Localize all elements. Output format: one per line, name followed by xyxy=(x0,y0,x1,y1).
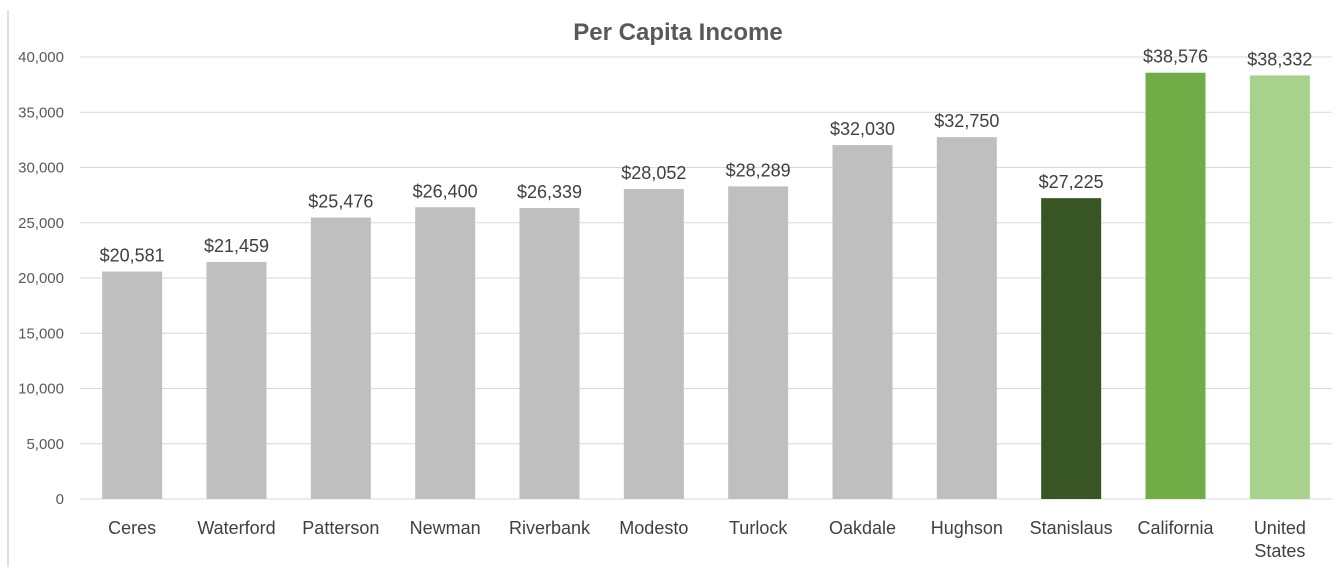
y-tick-label: 35,000 xyxy=(18,104,64,121)
bar xyxy=(728,186,789,499)
bar xyxy=(623,189,684,500)
data-label: $26,400 xyxy=(413,181,478,201)
bar xyxy=(936,137,997,500)
x-tick-label: United xyxy=(1254,518,1306,538)
y-tick-label: 30,000 xyxy=(18,160,64,177)
y-tick-label: 5,000 xyxy=(26,436,64,453)
data-label: $21,459 xyxy=(204,236,269,256)
data-label: $26,339 xyxy=(517,182,582,202)
chart-title: Per Capita Income xyxy=(573,19,782,46)
y-tick-label: 40,000 xyxy=(18,49,64,66)
bar xyxy=(415,207,476,499)
bar xyxy=(206,261,267,499)
x-tick-label: Ceres xyxy=(108,518,156,538)
x-axis-tick-labels: Ceres Waterford Patterson Newman Riverbank Mo… xyxy=(108,518,1306,561)
x-tick-label: Newman xyxy=(410,518,481,538)
y-tick-label: 0 xyxy=(56,491,64,508)
data-label: $25,476 xyxy=(308,191,373,211)
x-tick-label: Hughson xyxy=(931,518,1003,538)
bars xyxy=(102,72,1310,500)
y-tick-label: 25,000 xyxy=(18,215,64,232)
data-label: $38,576 xyxy=(1143,47,1208,67)
x-tick-label: Oakdale xyxy=(829,518,896,538)
data-label: $28,289 xyxy=(726,160,791,180)
bar xyxy=(102,271,163,499)
x-tick-label: Waterford xyxy=(197,518,275,538)
data-label: $32,750 xyxy=(934,111,999,131)
x-tick-label: States xyxy=(1254,541,1305,561)
y-tick-label: 20,000 xyxy=(18,270,64,287)
bar xyxy=(1145,72,1206,499)
data-label: $32,030 xyxy=(830,119,895,139)
x-tick-label: Turlock xyxy=(729,518,788,538)
x-tick-label: Patterson xyxy=(302,518,379,538)
data-label: $38,332 xyxy=(1247,49,1312,69)
x-tick-label: Riverbank xyxy=(509,518,591,538)
y-tick-label: 15,000 xyxy=(18,325,64,342)
x-tick-label: Stanislaus xyxy=(1030,518,1113,538)
data-label: $27,225 xyxy=(1039,172,1104,192)
bar xyxy=(310,217,371,499)
data-label: $20,581 xyxy=(100,246,165,266)
bar xyxy=(832,145,893,500)
data-labels: $20,581 $21,459 $25,476 $26,400 $26,339 $28,0… xyxy=(100,47,1313,266)
x-tick-label: California xyxy=(1137,518,1214,538)
y-axis-tick-labels: 0 5,000 10,000 15,000 20,000 25,000 30,000 35,0… xyxy=(18,49,64,508)
x-tick-label: Modesto xyxy=(619,518,688,538)
y-tick-label: 10,000 xyxy=(18,381,64,398)
bar xyxy=(519,207,580,500)
bar xyxy=(1249,75,1310,499)
bar xyxy=(1041,198,1102,499)
gridlines xyxy=(80,56,1332,500)
data-label: $28,052 xyxy=(621,163,686,183)
